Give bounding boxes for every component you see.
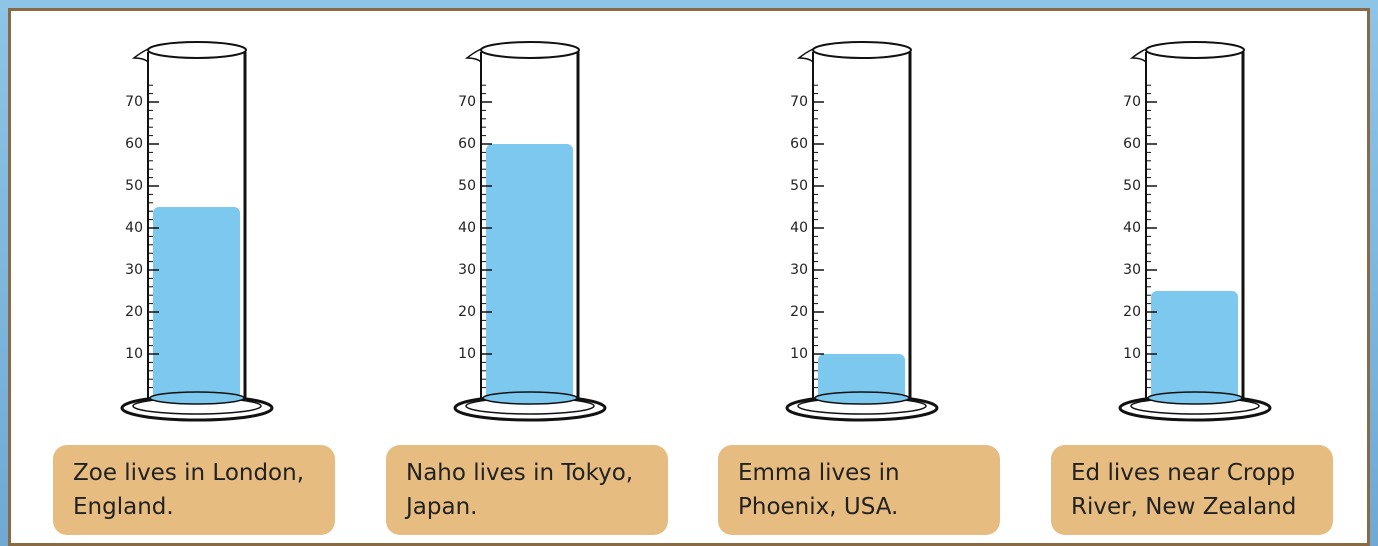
cylinder-bottom	[482, 391, 578, 405]
caption: Naho lives in Tokyo, Japan.	[386, 445, 668, 535]
y-tick-label: 30	[458, 262, 476, 278]
y-tick-label: 30	[790, 262, 808, 278]
y-tick-label: 40	[458, 220, 476, 236]
y-tick-label: 30	[1123, 262, 1141, 278]
y-tick-label: 40	[125, 220, 143, 236]
cylinder-bottom	[149, 391, 245, 405]
y-tick-label: 50	[458, 178, 476, 194]
y-tick-label: 40	[790, 220, 808, 236]
y-tick-label: 50	[125, 178, 143, 194]
spout	[464, 48, 482, 63]
cylinder-bottom	[814, 391, 910, 405]
cylinder-top	[1145, 41, 1245, 59]
spout	[1129, 48, 1147, 63]
y-tick-label: 70	[1123, 94, 1141, 110]
spout	[796, 48, 814, 63]
y-tick-label: 60	[1123, 136, 1141, 152]
caption: Zoe lives in London, England.	[53, 445, 335, 535]
cylinder-top	[147, 41, 247, 59]
cylinder-top	[480, 41, 580, 59]
water	[153, 207, 240, 400]
y-tick-label: 10	[1123, 346, 1141, 362]
caption: Ed lives near Cropp River, New Zealand	[1051, 445, 1333, 535]
y-tick-label: 20	[125, 304, 143, 320]
y-tick-label: 70	[125, 94, 143, 110]
y-tick-label: 60	[125, 136, 143, 152]
y-tick-label: 20	[1123, 304, 1141, 320]
spout	[131, 48, 149, 63]
water	[818, 354, 905, 400]
cylinder-top	[812, 41, 912, 59]
y-tick-label: 20	[790, 304, 808, 320]
y-tick-label: 10	[125, 346, 143, 362]
y-tick-label: 30	[125, 262, 143, 278]
y-tick-label: 70	[458, 94, 476, 110]
water	[1151, 291, 1238, 400]
y-tick-label: 40	[1123, 220, 1141, 236]
y-tick-label: 60	[458, 136, 476, 152]
y-tick-label: 60	[790, 136, 808, 152]
y-tick-label: 10	[458, 346, 476, 362]
y-tick-label: 20	[458, 304, 476, 320]
y-tick-label: 70	[790, 94, 808, 110]
caption: Emma lives in Phoenix, USA.	[718, 445, 1000, 535]
cylinder-bottom	[1147, 391, 1243, 405]
y-tick-label: 50	[790, 178, 808, 194]
water	[486, 144, 573, 400]
y-tick-label: 10	[790, 346, 808, 362]
y-tick-label: 50	[1123, 178, 1141, 194]
